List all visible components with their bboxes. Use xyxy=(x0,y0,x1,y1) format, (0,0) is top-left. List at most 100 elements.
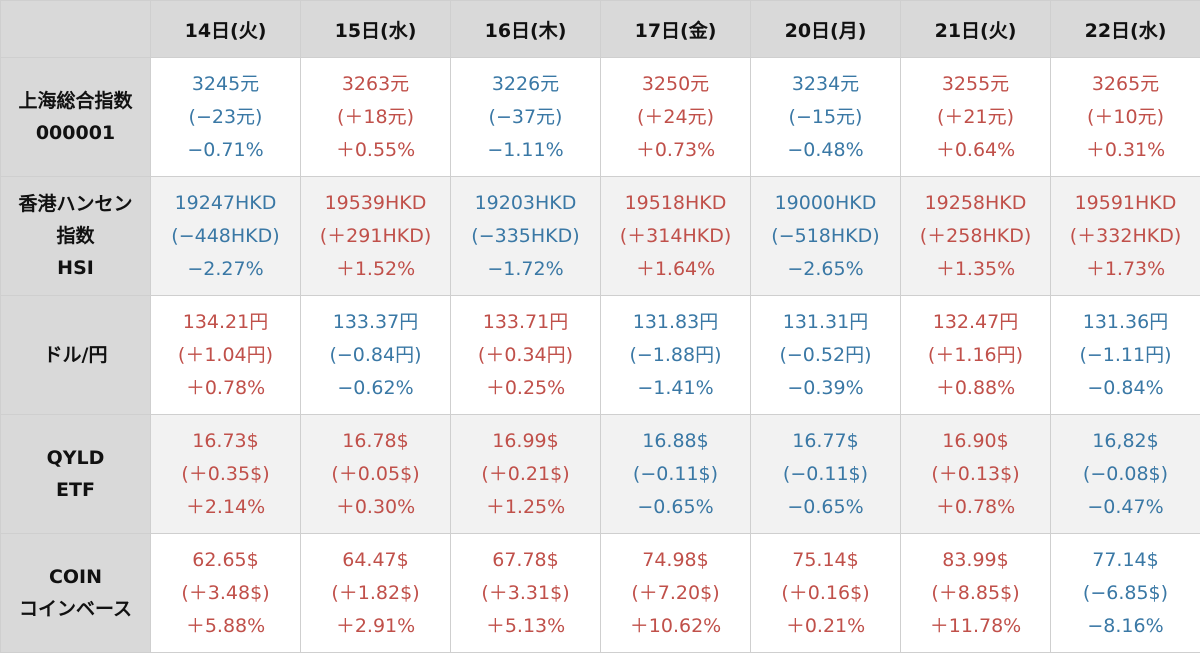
percent-value: −2.65% xyxy=(787,257,864,280)
price-value: 16.88$ xyxy=(642,429,709,452)
value-cell: 131.83円 (−1.88円) −1.41% xyxy=(600,295,751,415)
percent-value: ＋0.21% xyxy=(785,614,866,637)
day-header: 15日(水) xyxy=(300,0,451,58)
change-value: (＋332HKD) xyxy=(1069,224,1182,247)
row-label-line: QYLD xyxy=(46,447,105,469)
percent-value: −0.65% xyxy=(787,495,864,518)
change-value: (＋0.05$) xyxy=(331,462,420,485)
price-value: 16.99$ xyxy=(492,429,559,452)
value-cell: 133.37円 (−0.84円) −0.62% xyxy=(300,295,451,415)
row-label-line: COIN xyxy=(48,566,103,588)
change-value: (＋8.85$) xyxy=(931,581,1020,604)
table-row: 上海総合指数 000001 3245元 (−23元) −0.71% 3263元 (＋18元)… xyxy=(0,57,1200,177)
value-cell: 19591HKD (＋332HKD) ＋1.73% xyxy=(1050,176,1200,296)
percent-value: ＋0.31% xyxy=(1085,138,1166,161)
price-value: 19247HKD xyxy=(174,191,277,214)
change-value: (＋0.34円) xyxy=(477,343,574,366)
change-value: (＋1.16円) xyxy=(927,343,1024,366)
day-header: 17日(金) xyxy=(600,0,751,58)
change-value: (＋258HKD) xyxy=(919,224,1032,247)
price-value: 16.77$ xyxy=(792,429,859,452)
row-label-line: コインベース xyxy=(18,598,133,620)
percent-value: ＋5.88% xyxy=(185,614,266,637)
price-value: 19591HKD xyxy=(1074,191,1177,214)
value-cell: 77.14$ (−6.85$) −8.16% xyxy=(1050,533,1200,653)
row-label: 上海総合指数 000001 xyxy=(0,57,151,177)
day-header: 14日(火) xyxy=(150,0,301,58)
price-value: 64.47$ xyxy=(342,548,409,571)
row-label-line: 指数 xyxy=(56,225,95,247)
price-value: 19539HKD xyxy=(324,191,427,214)
value-cell: 83.99$ (＋8.85$) ＋11.78% xyxy=(900,533,1051,653)
value-cell: 62.65$ (＋3.48$) ＋5.88% xyxy=(150,533,301,653)
value-cell: 133.71円 (＋0.34円) ＋0.25% xyxy=(450,295,601,415)
percent-value: −0.48% xyxy=(787,138,864,161)
change-value: (＋314HKD) xyxy=(619,224,732,247)
price-value: 3234元 xyxy=(791,72,860,95)
percent-value: ＋1.73% xyxy=(1085,257,1166,280)
change-value: (−448HKD) xyxy=(171,224,280,247)
table-row: 香港ハンセン 指数 HSI 19247HKD (−448HKD) −2.27% 19539H… xyxy=(0,176,1200,296)
value-cell: 3265元 (＋10元) ＋0.31% xyxy=(1050,57,1200,177)
price-value: 131.83円 xyxy=(632,310,719,333)
corner-cell xyxy=(0,0,151,58)
change-value: (−0.11$) xyxy=(632,462,719,485)
percent-value: ＋11.78% xyxy=(929,614,1022,637)
price-value: 19203HKD xyxy=(474,191,577,214)
value-cell: 3263元 (＋18元) ＋0.55% xyxy=(300,57,451,177)
percent-value: ＋0.73% xyxy=(635,138,716,161)
price-value: 16,82$ xyxy=(1092,429,1159,452)
price-value: 131.31円 xyxy=(782,310,869,333)
value-cell: 3245元 (−23元) −0.71% xyxy=(150,57,301,177)
change-value: (−37元) xyxy=(488,105,563,128)
percent-value: ＋1.35% xyxy=(935,257,1016,280)
price-value: 3226元 xyxy=(491,72,560,95)
change-value: (＋7.20$) xyxy=(631,581,720,604)
value-cell: 16.77$ (−0.11$) −0.65% xyxy=(750,414,901,534)
change-value: (−518HKD) xyxy=(771,224,880,247)
value-cell: 3226元 (−37元) −1.11% xyxy=(450,57,601,177)
row-label-line: ETF xyxy=(56,479,95,501)
percent-value: ＋0.25% xyxy=(485,376,566,399)
value-cell: 16,82$ (−0.08$) −0.47% xyxy=(1050,414,1200,534)
change-value: (−1.11円) xyxy=(1079,343,1172,366)
row-label: COIN コインベース xyxy=(0,533,151,653)
row-label: 香港ハンセン 指数 HSI xyxy=(0,176,151,296)
price-value: 62.65$ xyxy=(192,548,259,571)
percent-value: −1.72% xyxy=(487,257,564,280)
price-value: 67.78$ xyxy=(492,548,559,571)
percent-value: ＋0.78% xyxy=(935,495,1016,518)
change-value: (−15元) xyxy=(788,105,863,128)
price-value: 134.21円 xyxy=(182,310,269,333)
change-value: (−0.11$) xyxy=(782,462,869,485)
change-value: (＋24元) xyxy=(636,105,714,128)
value-cell: 131.31円 (−0.52円) −0.39% xyxy=(750,295,901,415)
value-cell: 16.88$ (−0.11$) −0.65% xyxy=(600,414,751,534)
value-cell: 19258HKD (＋258HKD) ＋1.35% xyxy=(900,176,1051,296)
row-label: ドル/円 xyxy=(0,295,151,415)
value-cell: 19539HKD (＋291HKD) ＋1.52% xyxy=(300,176,451,296)
change-value: (−335HKD) xyxy=(471,224,580,247)
value-cell: 19518HKD (＋314HKD) ＋1.64% xyxy=(600,176,751,296)
row-label: QYLD ETF xyxy=(0,414,151,534)
value-cell: 64.47$ (＋1.82$) ＋2.91% xyxy=(300,533,451,653)
value-cell: 3255元 (＋21元) ＋0.64% xyxy=(900,57,1051,177)
percent-value: −2.27% xyxy=(187,257,264,280)
percent-value: ＋2.14% xyxy=(185,495,266,518)
table-row: COIN コインベース 62.65$ (＋3.48$) ＋5.88% 64.47$ (＋1.… xyxy=(0,533,1200,653)
day-header: 21日(火) xyxy=(900,0,1051,58)
price-value: 16.73$ xyxy=(192,429,259,452)
price-value: 77.14$ xyxy=(1092,548,1159,571)
change-value: (＋0.16$) xyxy=(781,581,870,604)
price-value: 19000HKD xyxy=(774,191,877,214)
price-value: 75.14$ xyxy=(792,548,859,571)
change-value: (−0.08$) xyxy=(1082,462,1169,485)
header-row: 14日(火) 15日(水) 16日(木) 17日(金) 20日(月) 21日(火… xyxy=(0,0,1200,58)
price-value: 3265元 xyxy=(1091,72,1160,95)
row-label-line: 香港ハンセン xyxy=(18,193,133,215)
price-value: 3263元 xyxy=(341,72,410,95)
percent-value: −0.65% xyxy=(637,495,714,518)
percent-value: −8.16% xyxy=(1087,614,1164,637)
percent-value: ＋5.13% xyxy=(485,614,566,637)
